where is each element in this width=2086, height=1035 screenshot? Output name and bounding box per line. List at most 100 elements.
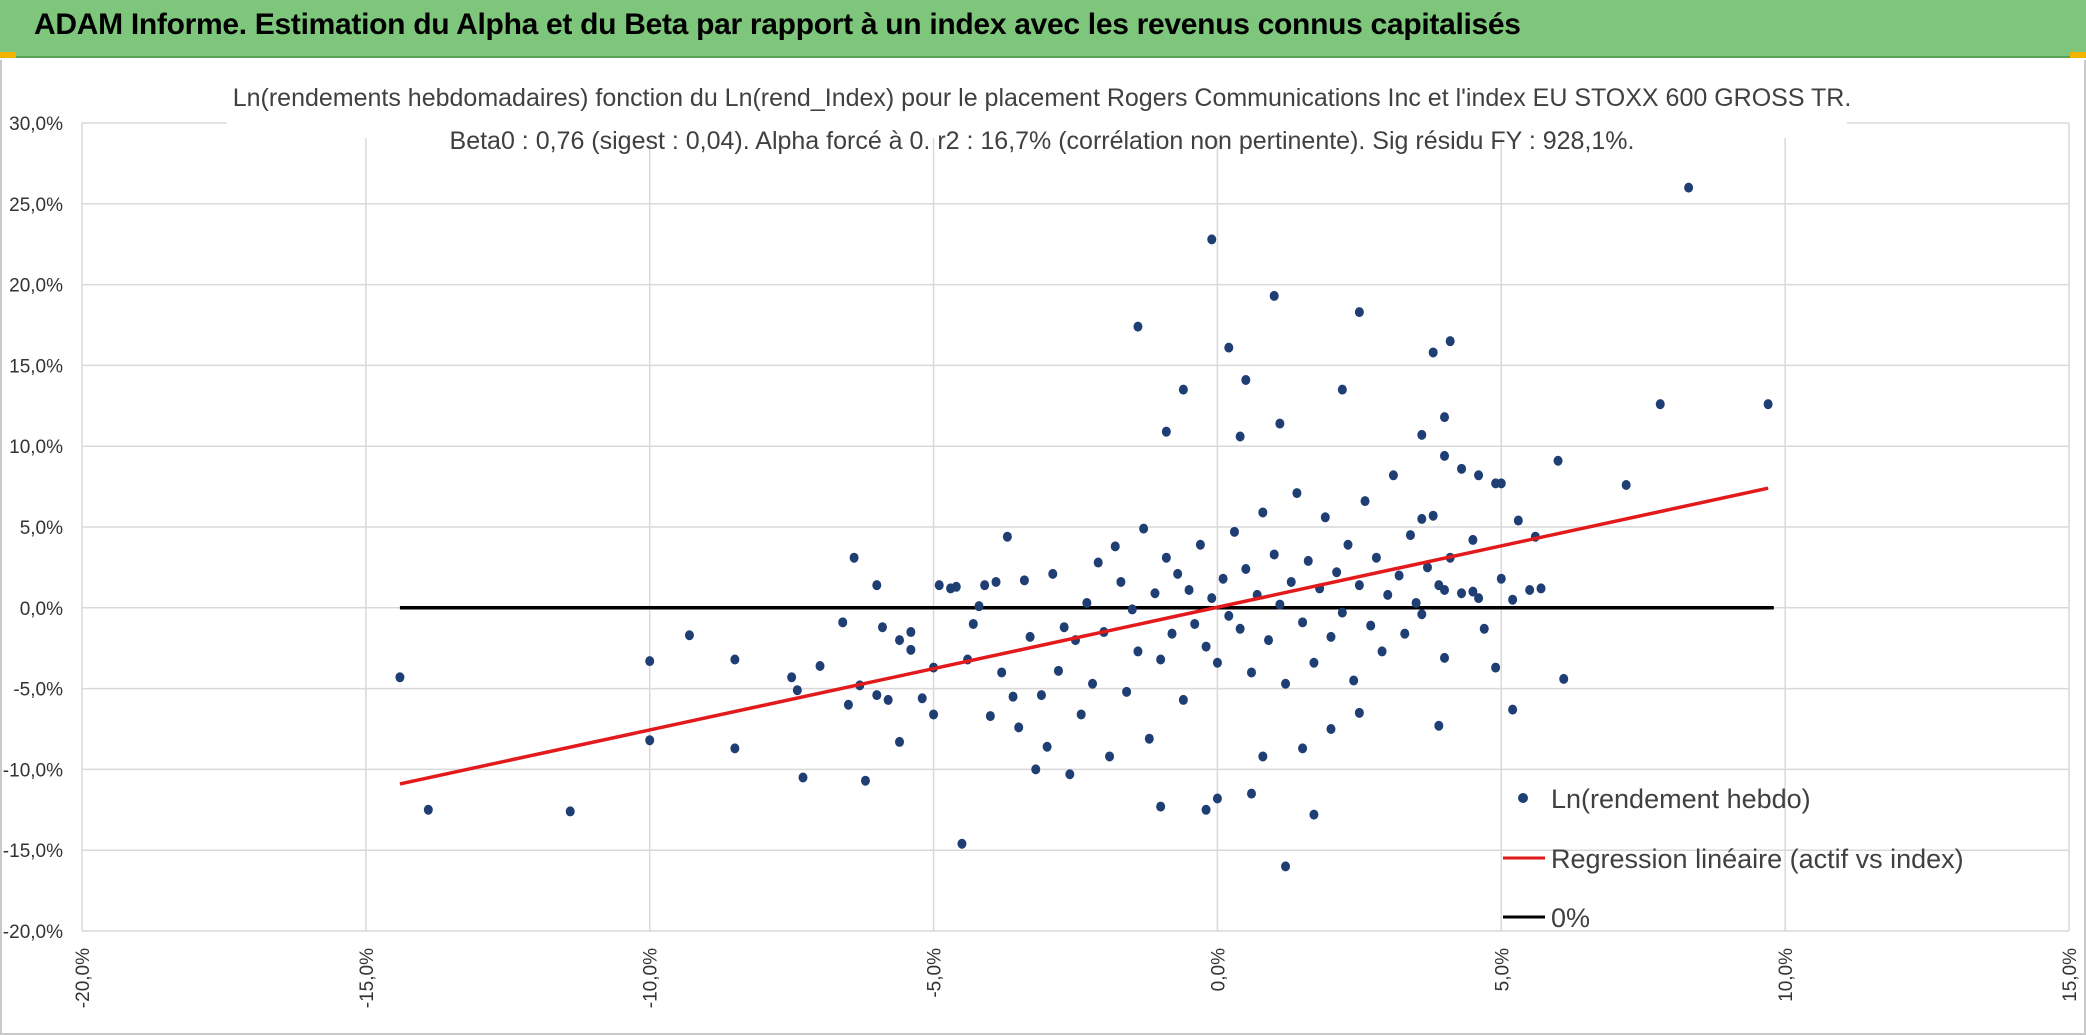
- data-point: [1258, 507, 1268, 518]
- data-point: [1281, 678, 1291, 689]
- data-point: [1553, 455, 1563, 466]
- x-tick-label: 5,0%: [1492, 948, 1513, 991]
- data-point: [1275, 599, 1285, 610]
- data-point: [849, 552, 859, 563]
- data-point: [1178, 384, 1188, 395]
- data-point: [815, 660, 825, 671]
- data-point: [1275, 418, 1285, 429]
- data-point: [1417, 429, 1427, 440]
- data-point: [798, 772, 808, 783]
- data-point: [997, 667, 1007, 678]
- data-point: [1133, 321, 1143, 332]
- data-point: [1457, 463, 1467, 474]
- data-point: [917, 693, 927, 704]
- y-tick-label: 20,0%: [9, 276, 63, 297]
- data-point: [1440, 412, 1450, 423]
- data-point: [1082, 597, 1092, 608]
- data-point: [1229, 526, 1239, 537]
- data-point: [1349, 675, 1359, 686]
- data-point: [1139, 523, 1149, 534]
- chart-grid: [81, 122, 2070, 932]
- data-point: [1286, 576, 1296, 587]
- chart-frame: 30,0% 25,0% 20,0% 15,0% 10,0% 5,0% 0,0% -5,0% -1…: [0, 60, 2086, 1035]
- data-point: [883, 694, 893, 705]
- chart-subtitle: Beta0 : 0,76 (sigest : 0,04). Alpha forc…: [450, 127, 1635, 155]
- corner-accent-right: [2070, 52, 2086, 58]
- data-point: [1088, 678, 1098, 689]
- data-point: [974, 601, 984, 612]
- x-axis: -20,0% -15,0% -10,0% -5,0% 0,0% 5,0% 10,0% 15,0…: [73, 948, 2081, 1008]
- data-point: [1422, 562, 1432, 573]
- chart-title: Ln(rendements hebdomadaires) fonction du…: [233, 84, 1852, 112]
- data-point: [1161, 426, 1171, 437]
- y-tick-label: 10,0%: [9, 437, 63, 458]
- data-point: [1281, 861, 1291, 872]
- data-point: [1474, 470, 1484, 481]
- data-point: [872, 690, 882, 701]
- data-point: [792, 685, 802, 696]
- data-point: [730, 743, 740, 754]
- data-point: [877, 622, 887, 633]
- data-point: [1059, 622, 1069, 633]
- data-point: [645, 735, 655, 746]
- data-point: [1763, 399, 1773, 410]
- x-tick-label: 10,0%: [1776, 948, 1797, 1002]
- legend-label-regression: Regression linéaire (actif vs index): [1551, 844, 1964, 874]
- data-point: [1246, 788, 1256, 799]
- data-point: [1468, 534, 1478, 545]
- data-point: [1190, 618, 1200, 629]
- data-point: [1559, 673, 1569, 684]
- data-point: [929, 709, 939, 720]
- data-point: [1002, 531, 1012, 542]
- data-point: [1354, 307, 1364, 318]
- data-point: [1269, 549, 1279, 560]
- y-tick-label: 5,0%: [20, 518, 63, 539]
- data-point: [1366, 620, 1376, 631]
- x-tick-label: -15,0%: [357, 948, 378, 1008]
- data-point: [1508, 594, 1518, 605]
- data-point: [872, 580, 882, 591]
- data-point: [423, 804, 433, 815]
- data-point: [1207, 234, 1217, 245]
- data-point: [1445, 336, 1455, 347]
- data-point: [1167, 628, 1177, 639]
- data-point: [991, 576, 1001, 587]
- corner-accent-left: [0, 52, 16, 58]
- data-point: [1178, 694, 1188, 705]
- data-point: [985, 711, 995, 722]
- data-point: [1440, 652, 1450, 663]
- legend-label-zero: 0%: [1551, 903, 1590, 933]
- data-point: [1212, 657, 1222, 668]
- scatter-points: [395, 182, 1773, 872]
- legend-label-scatter: Ln(rendement hebdo): [1551, 784, 1811, 814]
- data-point: [957, 838, 967, 849]
- data-point: [1201, 804, 1211, 815]
- data-point: [684, 630, 694, 641]
- data-point: [1337, 607, 1347, 618]
- data-point: [1127, 604, 1137, 615]
- data-point: [1474, 593, 1484, 604]
- data-point: [1184, 585, 1194, 596]
- data-point: [1235, 623, 1245, 634]
- data-point: [1025, 631, 1035, 642]
- y-tick-label: 0,0%: [20, 599, 63, 620]
- data-point: [1042, 741, 1052, 752]
- regression-line-path: [399, 486, 1769, 786]
- data-point: [1684, 182, 1694, 193]
- data-point: [895, 736, 905, 747]
- data-point: [1496, 478, 1506, 489]
- data-point: [1122, 686, 1132, 697]
- data-point: [1258, 751, 1268, 762]
- data-point: [1150, 588, 1160, 599]
- report-banner: ADAM Informe. Estimation du Alpha et du …: [0, 0, 2086, 58]
- data-point: [1105, 751, 1115, 762]
- data-point: [1264, 635, 1274, 646]
- data-point: [1292, 488, 1302, 499]
- data-point: [1371, 552, 1381, 563]
- y-tick-label: -20,0%: [3, 922, 63, 943]
- data-point: [1144, 733, 1154, 744]
- y-tick-label: 15,0%: [9, 356, 63, 377]
- data-point: [968, 618, 978, 629]
- data-point: [1428, 347, 1438, 358]
- data-point: [1093, 557, 1103, 568]
